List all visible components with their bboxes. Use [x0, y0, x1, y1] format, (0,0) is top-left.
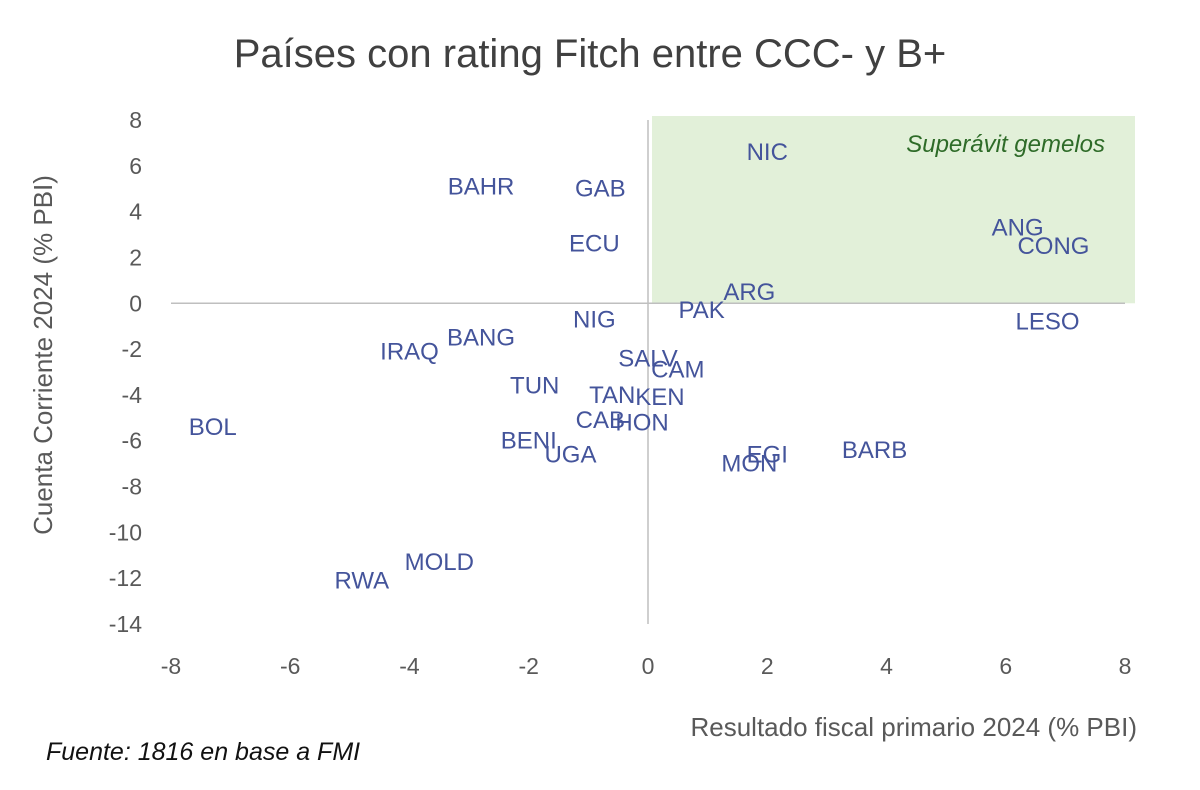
point-label-cab: CAB — [576, 407, 625, 434]
twin-surplus-region — [652, 116, 1135, 304]
point-label-egi: EGI — [747, 441, 788, 468]
point-label-cam: CAM — [651, 357, 704, 384]
point-label-bahr: BAHR — [448, 173, 515, 200]
point-label-arg: ARG — [723, 279, 775, 306]
point-label-gab: GAB — [575, 176, 626, 203]
x-tick-label: 4 — [880, 653, 893, 679]
y-tick-label: -12 — [109, 565, 142, 591]
point-label-leso: LESO — [1015, 309, 1079, 336]
x-axis-title: Resultado fiscal primario 2024 (% PBI) — [690, 712, 1137, 742]
x-tick-label: -6 — [280, 653, 300, 679]
x-tick-label: -8 — [161, 653, 181, 679]
point-label-cong: CONG — [1017, 233, 1089, 260]
point-label-mold: MOLD — [405, 549, 474, 576]
y-tick-label: -14 — [109, 611, 142, 637]
y-axis-title: Cuenta Corriente 2024 (% PBI) — [28, 175, 58, 535]
x-tick-label: 6 — [999, 653, 1012, 679]
chart-title: Países con rating Fitch entre CCC- y B+ — [234, 32, 947, 76]
twin-surplus-label: Superávit gemelos — [906, 131, 1105, 158]
y-tick-labels: 8 6 4 2 0 -2 -4 -6 -8 -10 -12 -14 — [109, 107, 142, 637]
point-label-pak: PAK — [679, 297, 725, 324]
y-tick-label: -10 — [109, 519, 142, 545]
point-label-uga: UGA — [544, 441, 596, 468]
point-label-nic: NIC — [747, 139, 788, 166]
source-note: Fuente: 1816 en base a FMI — [46, 738, 361, 766]
point-label-bol: BOL — [189, 414, 237, 441]
point-label-tun: TUN — [510, 373, 559, 400]
point-label-barb: BARB — [842, 437, 907, 464]
x-tick-labels: -8 -6 -4 -2 0 2 4 6 8 — [161, 653, 1132, 679]
point-label-tan: TAN — [589, 382, 635, 409]
point-label-iraq: IRAQ — [380, 338, 439, 365]
point-label-bang: BANG — [447, 325, 515, 352]
point-label-salv: SALV — [618, 345, 678, 372]
point-label-ang: ANG — [992, 215, 1044, 242]
y-tick-label: -8 — [122, 474, 142, 500]
point-label-ecu: ECU — [569, 231, 620, 258]
y-tick-label: 2 — [129, 244, 142, 270]
point-label-hon: HON — [615, 409, 668, 436]
point-label-beni: BENI — [501, 428, 557, 455]
y-tick-label: -4 — [122, 382, 143, 408]
y-tick-label: 8 — [129, 107, 142, 133]
y-tick-label: 0 — [129, 290, 142, 316]
y-tick-label: -6 — [122, 428, 142, 454]
point-label-nig: NIG — [573, 306, 616, 333]
x-tick-label: 2 — [761, 653, 774, 679]
x-tick-label: -2 — [519, 653, 539, 679]
x-tick-label: -4 — [399, 653, 420, 679]
x-tick-label: 0 — [642, 653, 655, 679]
y-tick-label: -2 — [122, 336, 142, 362]
point-label-rwa: RWA — [334, 567, 389, 594]
x-tick-label: 8 — [1119, 653, 1132, 679]
point-label-mon: MON — [721, 451, 777, 478]
point-label-ken: KEN — [635, 384, 684, 411]
y-tick-label: 4 — [129, 199, 142, 225]
y-tick-label: 6 — [129, 153, 142, 179]
